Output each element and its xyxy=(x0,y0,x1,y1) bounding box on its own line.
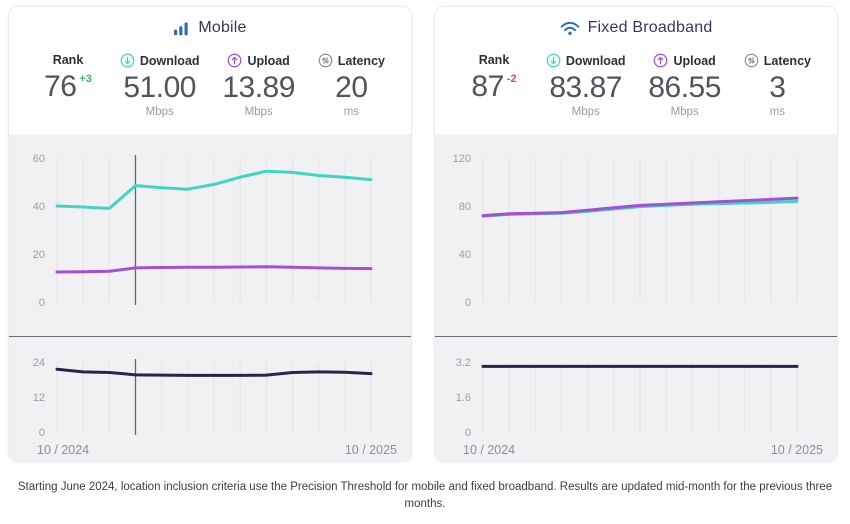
mobile-header: Mobile Rank 76 +3 Download xyxy=(9,7,411,134)
stat-unit xyxy=(39,105,97,119)
stat-unit: Mbps xyxy=(244,105,273,118)
svg-text:0: 0 xyxy=(465,297,471,309)
download-arrow-icon xyxy=(546,53,561,68)
svg-text:120: 120 xyxy=(453,153,471,165)
svg-text:0: 0 xyxy=(465,427,471,439)
mobile-stat-upload: Upload 13.89 Mbps xyxy=(222,53,295,120)
mobile-latency-chart[interactable]: 0 12 24 10 / 2024 10 / 2025 xyxy=(9,337,412,463)
svg-text:40: 40 xyxy=(459,249,471,261)
svg-text:0: 0 xyxy=(39,297,45,309)
panel-fixed-broadband: Fixed Broadband Rank 87 -2 Download xyxy=(434,6,838,462)
rank-delta: -2 xyxy=(506,73,517,85)
fixed-stat-latency: Latency 3 ms xyxy=(744,53,811,120)
fixed-stats: Rank 87 -2 Download 83.87 Mbps xyxy=(435,53,837,134)
stat-label: Rank xyxy=(52,53,84,67)
stat-unit: Mbps xyxy=(670,105,699,118)
svg-text:60: 60 xyxy=(33,153,45,165)
rank-value: 87 -2 xyxy=(471,70,517,103)
upload-value: 86.55 xyxy=(648,71,721,104)
mobile-stat-rank: Rank 76 +3 xyxy=(39,53,97,120)
latency-icon xyxy=(318,53,333,68)
mobile-stat-latency: Latency 20 ms xyxy=(318,53,385,120)
fixed-latency-chart[interactable]: 0 1.6 3.2 10 / 2024 10 / 2025 xyxy=(435,337,838,463)
stat-unit: Mbps xyxy=(145,105,174,118)
mobile-speed-chart[interactable]: 0 20 40 60 xyxy=(9,134,412,336)
fixed-stat-rank: Rank 87 -2 xyxy=(465,53,523,120)
footnote-text: Starting June 2024, location inclusion c… xyxy=(17,481,833,510)
stat-label: Latency xyxy=(337,53,385,68)
stat-label: Download xyxy=(139,53,200,68)
mobile-title: Mobile xyxy=(9,19,411,37)
svg-text:10 / 2025: 10 / 2025 xyxy=(345,443,397,457)
svg-text:12: 12 xyxy=(33,392,45,404)
mobile-stats: Rank 76 +3 Download 51.00 Mbps xyxy=(9,53,411,134)
latency-icon xyxy=(744,53,759,68)
stat-label: Rank xyxy=(478,53,510,67)
stat-unit: ms xyxy=(343,105,360,118)
panel-row: Mobile Rank 76 +3 Download xyxy=(8,6,838,462)
upload-arrow-icon xyxy=(653,53,668,68)
svg-text:24: 24 xyxy=(33,357,45,369)
svg-text:20: 20 xyxy=(33,249,45,261)
svg-text:80: 80 xyxy=(459,201,471,213)
stat-label: Upload xyxy=(673,53,716,68)
svg-text:10 / 2024: 10 / 2024 xyxy=(37,443,89,457)
mobile-stat-download: Download 51.00 Mbps xyxy=(120,53,200,120)
svg-text:1.6: 1.6 xyxy=(456,392,471,404)
download-value: 51.00 xyxy=(123,71,196,104)
svg-text:10 / 2025: 10 / 2025 xyxy=(771,443,823,457)
fixed-stat-upload: Upload 86.55 Mbps xyxy=(648,53,721,120)
mobile-latency-block: 0 12 24 10 / 2024 10 / 2025 xyxy=(9,335,412,463)
fixed-header: Fixed Broadband Rank 87 -2 Download xyxy=(435,7,837,134)
rank-delta: +3 xyxy=(79,73,92,85)
panel-title-label: Fixed Broadband xyxy=(587,19,713,36)
stat-unit xyxy=(465,105,523,119)
latency-value: 20 xyxy=(335,71,368,104)
panel-mobile: Mobile Rank 76 +3 Download xyxy=(8,6,412,462)
rank-value: 76 +3 xyxy=(44,70,92,103)
panel-title-label: Mobile xyxy=(198,19,247,36)
fixed-speed-chart[interactable]: 0 40 80 120 xyxy=(435,134,838,336)
fixed-stat-download: Download 83.87 Mbps xyxy=(546,53,626,120)
svg-text:3.2: 3.2 xyxy=(456,357,471,369)
stat-label: Download xyxy=(565,53,626,68)
svg-text:10 / 2024: 10 / 2024 xyxy=(463,443,515,457)
svg-text:40: 40 xyxy=(33,201,45,213)
upload-value: 13.89 xyxy=(222,71,295,104)
latency-value: 3 xyxy=(769,71,786,104)
fixed-chart-zone: 0 40 80 120 0 1.6 3.2 10 / 2024 10 / 2025 xyxy=(435,133,838,463)
mobile-signal-bars-icon xyxy=(173,21,190,36)
wifi-icon xyxy=(560,21,580,36)
stat-label: Latency xyxy=(763,53,811,68)
stat-unit: Mbps xyxy=(571,105,600,118)
download-arrow-icon xyxy=(120,53,135,68)
mobile-chart-zone: 0 20 40 60 0 12 24 10 / 2024 10 / 2025 xyxy=(9,133,412,463)
stat-unit: ms xyxy=(769,105,786,118)
fixed-latency-block: 0 1.6 3.2 10 / 2024 10 / 2025 xyxy=(435,335,838,463)
stat-label: Upload xyxy=(247,53,290,68)
fixed-title: Fixed Broadband xyxy=(435,19,837,37)
svg-text:0: 0 xyxy=(39,427,45,439)
upload-arrow-icon xyxy=(227,53,242,68)
download-value: 83.87 xyxy=(549,71,622,104)
